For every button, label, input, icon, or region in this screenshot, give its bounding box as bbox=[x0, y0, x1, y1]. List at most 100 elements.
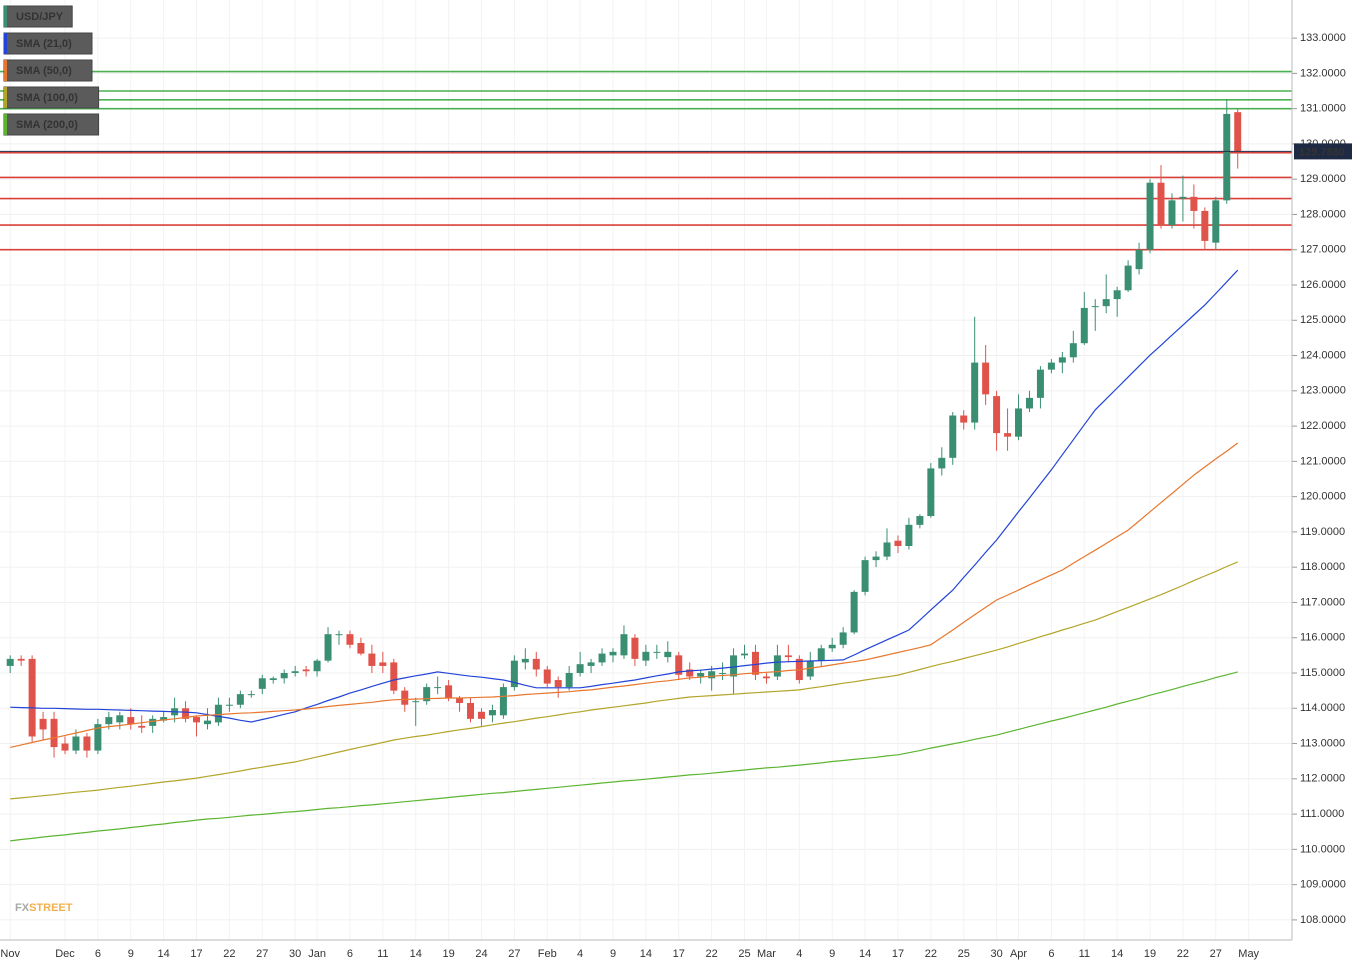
candle-body bbox=[938, 457, 946, 469]
candle-body bbox=[127, 717, 135, 725]
x-tick-label: 22 bbox=[925, 948, 937, 960]
y-tick-label: 126.0000 bbox=[1300, 279, 1346, 291]
y-tick-label: 109.0000 bbox=[1300, 879, 1346, 891]
y-tick-label: 129.0000 bbox=[1300, 173, 1346, 185]
x-tick-label: 17 bbox=[190, 948, 202, 960]
x-tick-label: 4 bbox=[577, 948, 583, 960]
y-tick-label: 124.0000 bbox=[1300, 349, 1346, 361]
candle-body bbox=[697, 672, 705, 677]
candle-body bbox=[214, 704, 222, 723]
y-tick-label: 117.0000 bbox=[1300, 596, 1345, 608]
y-tick-label: 108.0000 bbox=[1300, 914, 1346, 926]
candle-body bbox=[138, 725, 146, 728]
x-tick-label: 30 bbox=[289, 948, 301, 960]
candle-body bbox=[1080, 307, 1088, 344]
legend-label: SMA (21,0) bbox=[16, 38, 72, 50]
x-tick-label: 9 bbox=[829, 948, 835, 960]
candle-body bbox=[6, 658, 14, 666]
candle-body bbox=[554, 680, 562, 688]
legend-label: SMA (50,0) bbox=[16, 65, 72, 77]
candle-body bbox=[61, 743, 69, 751]
x-tick-label: Mar bbox=[757, 948, 776, 960]
candle-body bbox=[401, 690, 409, 705]
x-tick-label: 6 bbox=[95, 948, 101, 960]
candle-body bbox=[50, 718, 58, 748]
candle-body bbox=[225, 704, 233, 706]
y-tick-label: 119.0000 bbox=[1300, 526, 1345, 538]
candle-body bbox=[565, 672, 573, 688]
candle-body bbox=[412, 701, 420, 703]
candle-body bbox=[730, 655, 738, 677]
candle-body bbox=[269, 678, 277, 681]
candle-body bbox=[477, 711, 485, 719]
sma-line bbox=[10, 561, 1238, 800]
y-tick-label: 110.0000 bbox=[1300, 843, 1345, 855]
candle-body bbox=[357, 643, 365, 654]
watermark: FXSTREET bbox=[15, 902, 73, 914]
y-tick-label: 114.0000 bbox=[1300, 702, 1345, 714]
candle-body bbox=[203, 720, 211, 725]
legend-label: USD/JPY bbox=[16, 11, 64, 23]
y-tick-label: 128.0000 bbox=[1300, 208, 1346, 220]
x-tick-label: 6 bbox=[1048, 948, 1054, 960]
candle-body bbox=[182, 708, 190, 719]
candle-body bbox=[631, 637, 639, 659]
legend-swatch bbox=[4, 60, 7, 81]
candle-body bbox=[708, 671, 716, 679]
candle-body bbox=[916, 516, 924, 525]
candle-body bbox=[1190, 196, 1198, 211]
candle-body bbox=[379, 662, 387, 666]
candle-body bbox=[642, 651, 650, 661]
candle-body bbox=[390, 662, 398, 691]
candle-body bbox=[247, 694, 255, 696]
watermark-part: FX bbox=[15, 902, 30, 914]
x-tick-label: 19 bbox=[1144, 948, 1156, 960]
candle-body bbox=[1146, 182, 1154, 250]
candle-body bbox=[675, 655, 683, 675]
y-tick-label: 121.0000 bbox=[1300, 455, 1346, 467]
x-tick-label: 14 bbox=[158, 948, 170, 960]
y-tick-label: 116.0000 bbox=[1300, 632, 1345, 644]
candle-body bbox=[1223, 113, 1231, 201]
candle-body bbox=[324, 634, 332, 661]
y-tick-label: 111.0000 bbox=[1300, 808, 1344, 820]
candle-body bbox=[971, 362, 979, 423]
candle-body bbox=[368, 653, 376, 666]
x-tick-label: 14 bbox=[859, 948, 871, 960]
last-price-box bbox=[1294, 143, 1352, 160]
x-tick-label: Nov bbox=[0, 948, 20, 960]
candle-body bbox=[609, 651, 617, 656]
candle-body bbox=[960, 415, 968, 423]
candle-body bbox=[160, 717, 168, 721]
candle-body bbox=[839, 632, 847, 645]
candle-body bbox=[149, 718, 157, 726]
candle-body bbox=[1179, 196, 1187, 199]
candle-body bbox=[664, 651, 672, 658]
candle-body bbox=[193, 717, 201, 723]
x-tick-label: Dec bbox=[55, 948, 75, 960]
candle-body bbox=[653, 651, 661, 653]
candle-body bbox=[1124, 265, 1132, 291]
candle-body bbox=[828, 644, 836, 649]
x-tick-label: Feb bbox=[538, 948, 557, 960]
candle-body bbox=[1025, 397, 1033, 409]
legend-swatch bbox=[4, 6, 7, 27]
candle-body bbox=[39, 718, 47, 730]
legend-swatch bbox=[4, 33, 7, 54]
candle-body bbox=[1113, 290, 1121, 300]
candle-body bbox=[467, 702, 475, 719]
x-tick-label: Jan bbox=[308, 948, 326, 960]
candle-body bbox=[620, 634, 628, 656]
sma-line bbox=[10, 269, 1239, 723]
y-tick-label: 115.0000 bbox=[1300, 667, 1345, 679]
candle-body bbox=[116, 715, 124, 723]
candle-body bbox=[346, 634, 354, 645]
candle-body bbox=[1234, 112, 1242, 152]
x-tick-label: 27 bbox=[1210, 948, 1222, 960]
candle-body bbox=[762, 676, 770, 679]
candle-body bbox=[236, 694, 244, 705]
candle-body bbox=[510, 660, 518, 688]
candle-body bbox=[598, 653, 606, 663]
candle-body bbox=[773, 655, 781, 677]
candle-body bbox=[850, 591, 858, 633]
